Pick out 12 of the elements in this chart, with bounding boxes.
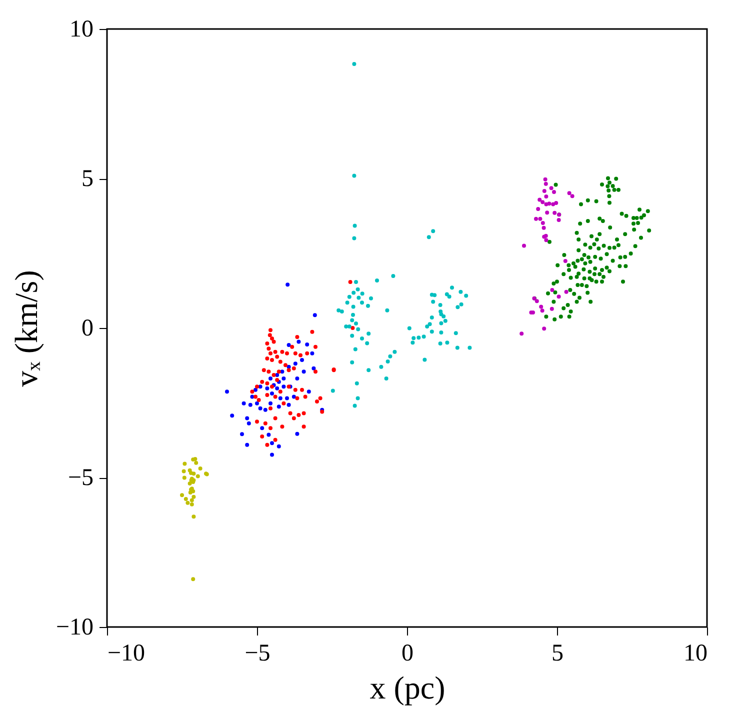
x-tick-label: 0: [402, 640, 414, 666]
y-tick-label: −5: [68, 465, 94, 491]
y-tick-label: 5: [82, 166, 94, 192]
x-axis-title: x (pc): [370, 670, 446, 706]
y-tick-label: 0: [82, 316, 94, 342]
x-tick-label: 5: [552, 640, 564, 666]
x-tick-label: −10: [108, 640, 146, 666]
y-tick-label: 10: [70, 16, 94, 42]
x-tick-label: 10: [684, 640, 708, 666]
y-tick-label: −10: [56, 614, 94, 640]
x-tick-label: −5: [244, 640, 270, 666]
y-axis-title: vₓ (km/s): [8, 270, 44, 387]
